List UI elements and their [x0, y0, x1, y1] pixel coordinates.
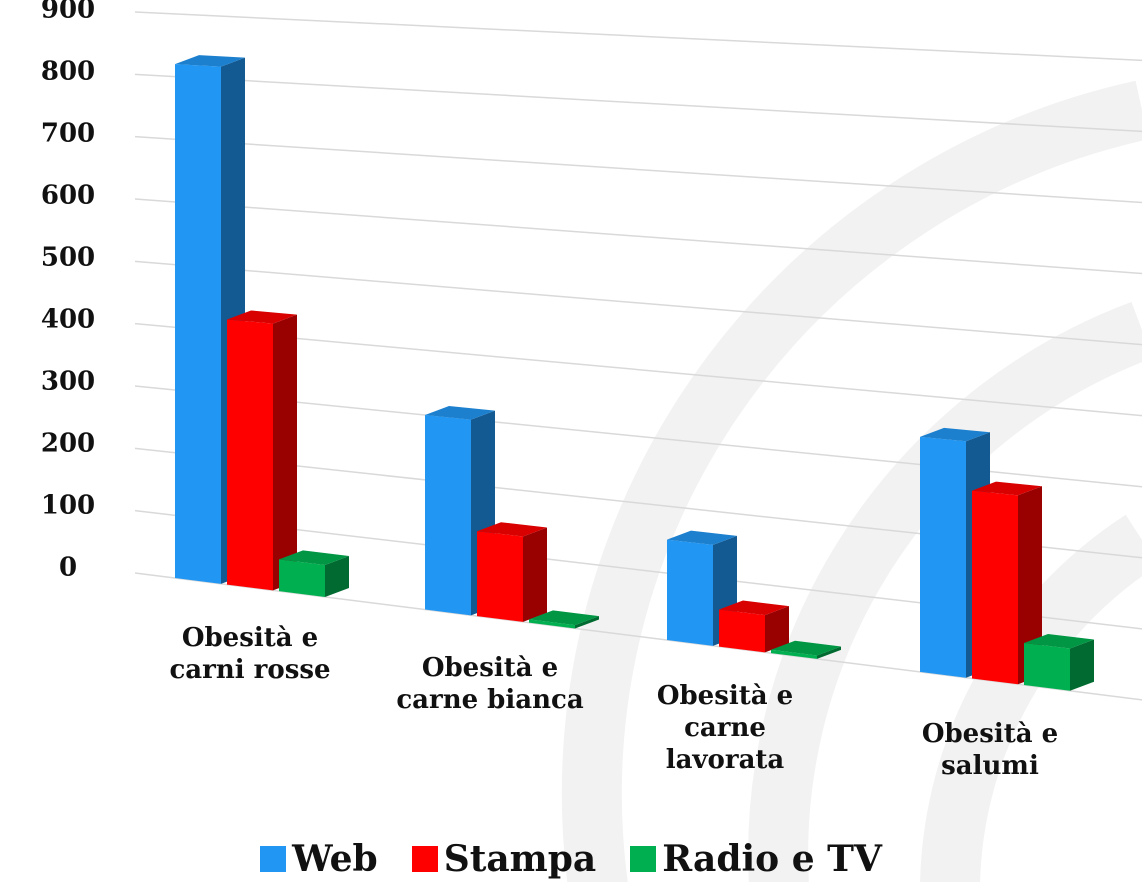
y-tick-label: 200	[41, 429, 95, 459]
bar	[279, 550, 349, 597]
x-tick-label: Obesità e carni rosse	[169, 623, 331, 685]
bar-front	[227, 319, 273, 591]
grid-line	[134, 198, 1142, 275]
y-tick-label: 500	[41, 242, 95, 272]
bar-side	[325, 555, 349, 597]
y-tick-label: 400	[41, 304, 95, 334]
bar-front	[1024, 642, 1070, 691]
y-tick-label: 700	[41, 118, 95, 148]
bar-side	[765, 606, 789, 653]
bar-top	[425, 406, 495, 420]
legend-label: Radio e TV	[662, 838, 882, 880]
bar-front	[972, 490, 1018, 685]
grid-line	[134, 322, 1142, 417]
y-tick-label: 300	[41, 367, 95, 397]
bar-front	[719, 609, 765, 653]
bar-top	[771, 640, 841, 656]
legend-swatch	[411, 846, 438, 872]
grid-line	[134, 11, 1142, 62]
bar-top	[227, 310, 297, 324]
bar-front	[279, 559, 325, 597]
background-arcs	[561, 80, 1142, 882]
bar-front	[477, 531, 523, 622]
bar-side	[1070, 639, 1094, 691]
bar	[972, 481, 1042, 685]
bar-top	[719, 600, 789, 616]
bar	[477, 522, 547, 622]
bar-front	[529, 619, 575, 629]
bar-side	[575, 616, 599, 629]
bar-top	[920, 427, 990, 442]
legend-item: Stampa	[411, 838, 597, 880]
legend-swatch	[260, 846, 287, 872]
bar-side	[1018, 486, 1042, 685]
bar	[719, 600, 789, 653]
bar	[529, 610, 599, 629]
bar-top	[175, 55, 245, 67]
y-tick-label: 0	[59, 553, 77, 583]
legend-item: Radio e TV	[630, 838, 882, 880]
bar-front	[667, 539, 713, 646]
grid-line	[134, 73, 1142, 133]
grid-line	[134, 260, 1142, 346]
bar-front	[425, 415, 471, 616]
y-tick-label: 600	[41, 180, 95, 210]
y-tick-label: 900	[41, 0, 95, 24]
bar-side	[273, 314, 297, 591]
bar-front	[920, 436, 966, 678]
y-tick-label: 800	[41, 56, 95, 86]
bar-top	[1024, 633, 1094, 649]
legend-item: Web	[260, 838, 378, 880]
bar-top	[279, 550, 349, 565]
grid-line	[134, 135, 1142, 204]
bar-front	[771, 649, 817, 659]
bar-side	[523, 527, 547, 622]
bar-top	[972, 481, 1042, 496]
x-tick-label: Obesità e salumi	[921, 719, 1059, 781]
legend: Web Stampa Radio e TV	[0, 838, 1142, 880]
bar	[227, 310, 297, 591]
bar-top	[529, 610, 599, 626]
bar	[1024, 633, 1094, 691]
legend-label: Web	[292, 838, 378, 880]
legend-swatch	[630, 846, 657, 872]
x-tick-label: Obesità e carne lavorata	[656, 681, 794, 775]
bar	[771, 640, 841, 659]
x-tick-label: Obesità e carne bianca	[396, 653, 584, 715]
bar-front	[175, 64, 221, 584]
legend-label: Stampa	[443, 838, 597, 880]
bar-top	[477, 522, 547, 537]
bar-side	[817, 646, 841, 659]
bar-top	[667, 530, 737, 545]
y-tick-label: 100	[41, 491, 95, 521]
